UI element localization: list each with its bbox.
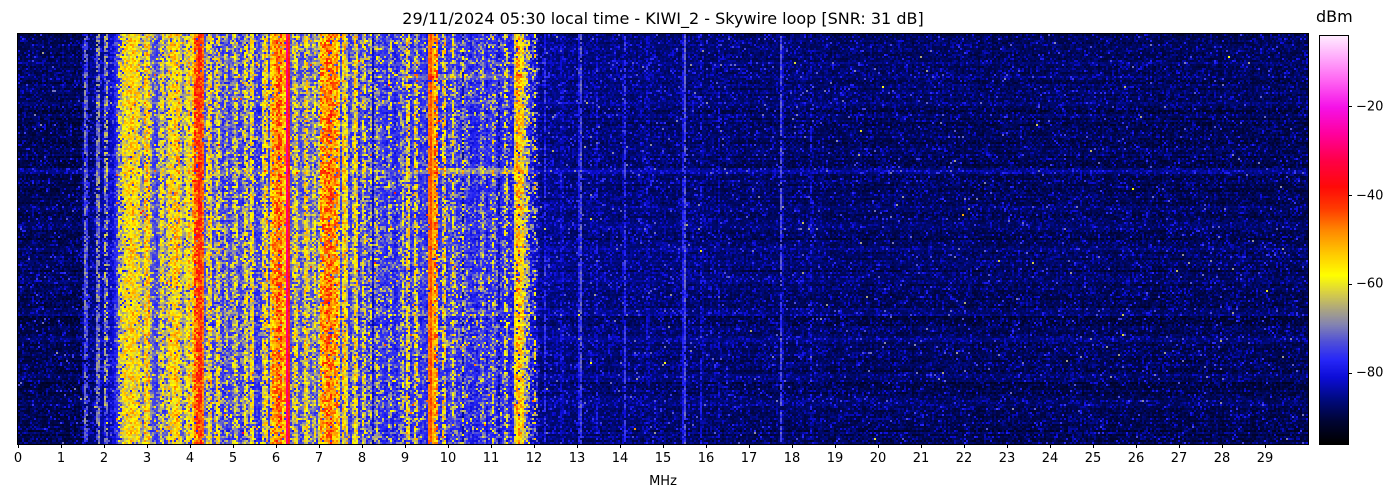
x-tick	[663, 444, 664, 448]
x-tick-label: 27	[1170, 451, 1188, 466]
x-tick-label: 6	[271, 451, 281, 466]
colorbar-tick	[1348, 283, 1352, 285]
x-tick	[835, 444, 836, 448]
x-tick-label: 16	[697, 451, 715, 466]
x-tick-label: 26	[1127, 451, 1145, 466]
x-tick-label: 8	[357, 451, 367, 466]
x-tick-label: 9	[400, 451, 410, 466]
x-tick-label: 25	[1084, 451, 1102, 466]
x-tick-label: 0	[13, 451, 23, 466]
colorbar-tick-label: −20	[1356, 99, 1384, 115]
colorbar-tick-label: −40	[1356, 188, 1384, 204]
x-tick	[18, 444, 19, 448]
colorbar-unit-label: dBm	[1316, 7, 1353, 26]
x-tick-label: 14	[611, 451, 629, 466]
x-tick	[1222, 444, 1223, 448]
x-tick	[534, 444, 535, 448]
x-tick	[405, 444, 406, 448]
x-tick	[1007, 444, 1008, 448]
x-tick-label: 15	[654, 451, 672, 466]
x-tick-label: 24	[1041, 451, 1059, 466]
plot-title: 29/11/2024 05:30 local time - KIWI_2 - S…	[402, 9, 924, 28]
x-axis-label: MHz	[649, 474, 677, 489]
x-tick	[878, 444, 879, 448]
x-tick-label: 1	[56, 451, 66, 466]
colorbar-tick	[1348, 195, 1352, 197]
x-tick-label: 12	[525, 451, 543, 466]
x-tick	[491, 444, 492, 448]
x-tick	[319, 444, 320, 448]
x-tick	[1265, 444, 1266, 448]
x-tick	[104, 444, 105, 448]
x-tick	[276, 444, 277, 448]
x-tick-label: 18	[783, 451, 801, 466]
x-tick-label: 4	[185, 451, 195, 466]
x-tick	[233, 444, 234, 448]
waterfall-canvas	[18, 34, 1308, 444]
x-tick	[1093, 444, 1094, 448]
colorbar-tick	[1348, 372, 1352, 374]
x-tick	[706, 444, 707, 448]
x-tick-label: 29	[1256, 451, 1274, 466]
x-tick-label: 10	[439, 451, 457, 466]
colorbar-axis: −20 −40 −60 −80	[1348, 36, 1398, 444]
x-tick-label: 28	[1213, 451, 1231, 466]
colorbar-gradient	[1320, 36, 1348, 444]
x-tick	[749, 444, 750, 448]
x-tick-label: 7	[314, 451, 324, 466]
x-tick-label: 5	[228, 451, 238, 466]
colorbar-tick-label: −80	[1356, 365, 1384, 381]
x-axis: MHz 0 1 2 3 4 5 6 7 8 9 10 11 12 13 14 15 16 17 18 19 20 21 22…	[14, 444, 1308, 494]
x-tick	[921, 444, 922, 448]
x-tick-label: 2	[99, 451, 109, 466]
x-tick	[1136, 444, 1137, 448]
x-tick	[1179, 444, 1180, 448]
x-tick	[61, 444, 62, 448]
waterfall-plot-area	[17, 33, 1309, 445]
colorbar	[1319, 35, 1349, 445]
x-tick-label: 19	[826, 451, 844, 466]
x-tick-label: 23	[998, 451, 1016, 466]
x-tick	[362, 444, 363, 448]
x-tick-label: 17	[740, 451, 758, 466]
x-tick	[964, 444, 965, 448]
x-tick	[190, 444, 191, 448]
x-tick-label: 13	[568, 451, 586, 466]
x-tick	[448, 444, 449, 448]
colorbar-tick-label: −60	[1356, 276, 1384, 292]
x-tick-label: 3	[142, 451, 152, 466]
x-tick-label: 22	[955, 451, 973, 466]
colorbar-tick	[1348, 106, 1352, 108]
x-tick	[577, 444, 578, 448]
x-tick	[792, 444, 793, 448]
x-tick	[620, 444, 621, 448]
x-tick-label: 21	[912, 451, 930, 466]
x-tick	[1050, 444, 1051, 448]
x-tick-label: 11	[482, 451, 500, 466]
x-tick	[147, 444, 148, 448]
x-tick-label: 20	[869, 451, 887, 466]
